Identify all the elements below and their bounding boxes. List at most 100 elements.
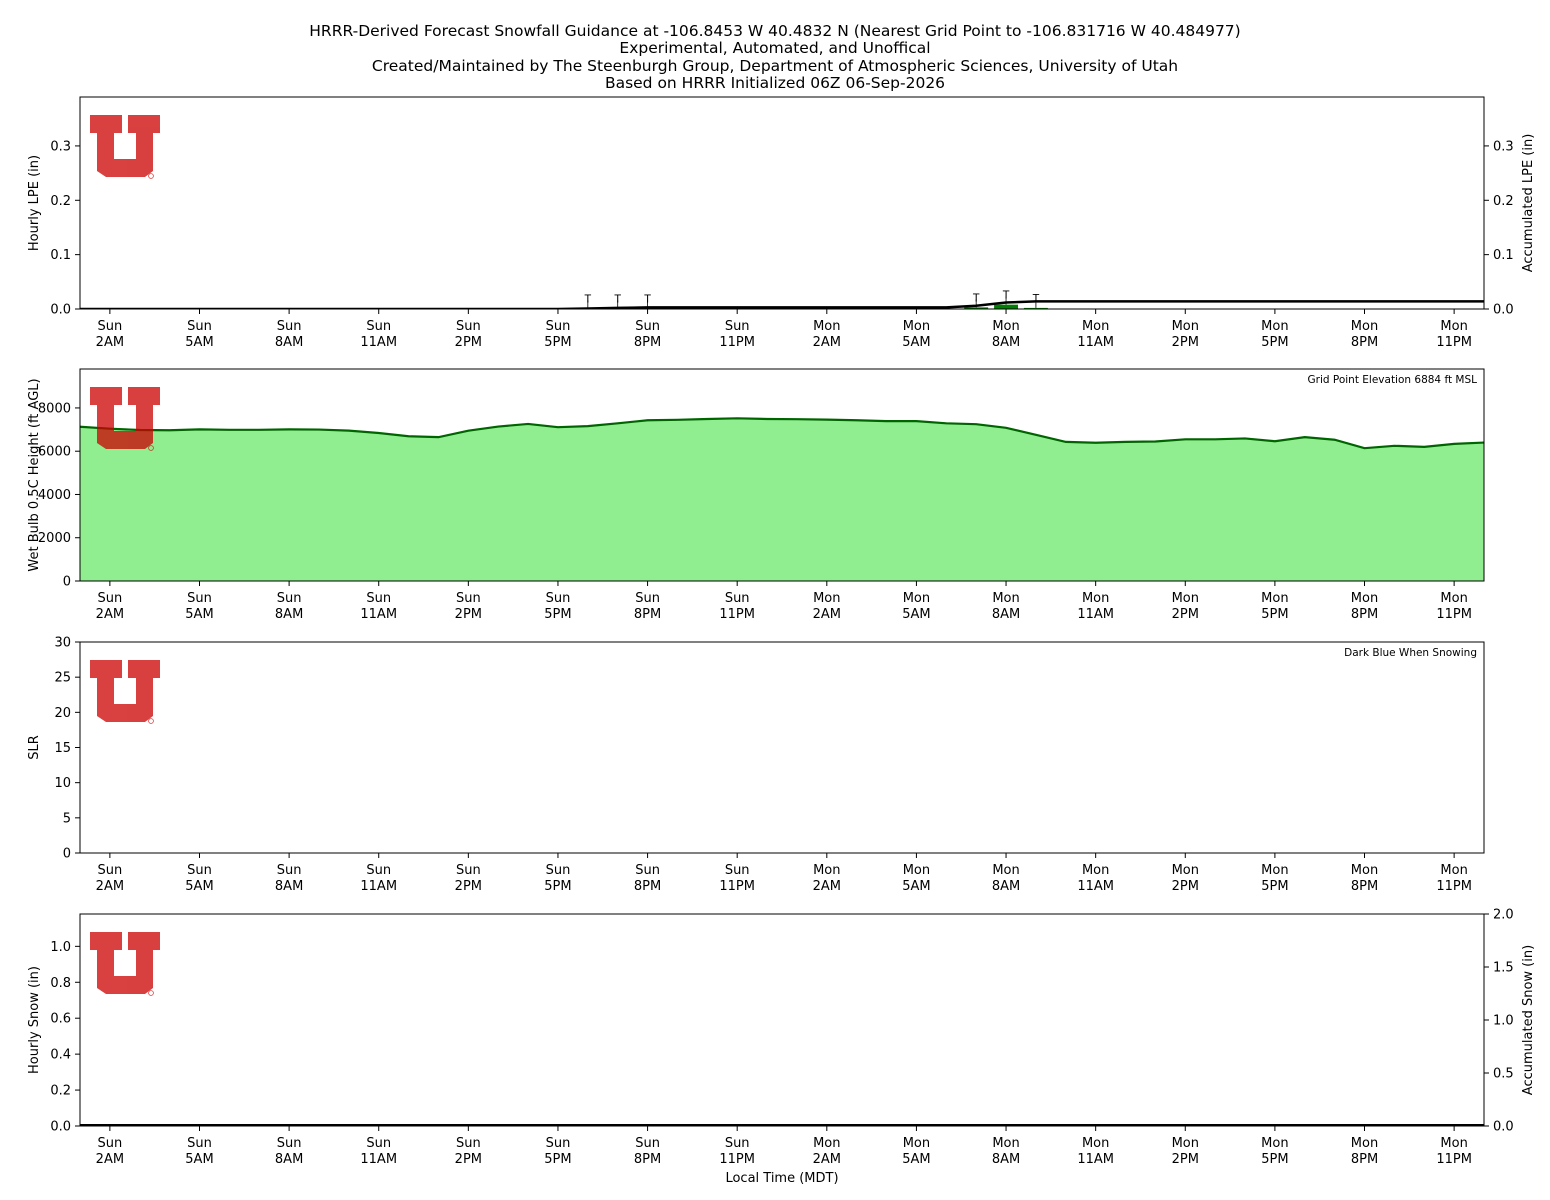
x-tick-time: 8AM: [992, 879, 1020, 894]
university-logo: [90, 115, 160, 179]
block-u-shape: [90, 932, 160, 994]
y-right-tick-label: 1.0: [1493, 1014, 1514, 1029]
registered-mark: [148, 173, 154, 179]
plot-area: [80, 417, 1484, 581]
x-tick-time: 5PM: [1261, 607, 1288, 622]
wetbulb-area: [80, 418, 1484, 581]
y-tick-label: 0.0: [50, 303, 71, 318]
x-tick-day: Mon: [813, 863, 840, 878]
x-tick-day: Mon: [1261, 591, 1288, 606]
y-tick-label: 4000: [38, 488, 71, 503]
y-right-tick-label: 1.5: [1493, 961, 1514, 976]
x-tick-time: 5PM: [1261, 335, 1288, 350]
x-tick-time: 5AM: [185, 607, 213, 622]
x-tick-time: 11PM: [1436, 1152, 1472, 1167]
y-right-axis-label: Accumulated LPE (in): [1521, 134, 1536, 273]
x-tick-day: Sun: [187, 863, 212, 878]
y-right-tick-label: 0.2: [1493, 194, 1514, 209]
y-tick-label: 8000: [38, 401, 71, 416]
x-tick-time: 2AM: [813, 335, 841, 350]
x-tick-day: Mon: [1082, 1136, 1109, 1151]
x-tick-day: Sun: [366, 319, 391, 334]
y-axis-label: SLR: [27, 735, 42, 760]
x-tick-day: Mon: [992, 863, 1019, 878]
y-tick-label: 0.2: [50, 194, 71, 209]
x-tick-time: 2AM: [813, 607, 841, 622]
x-tick-time: 8AM: [992, 1152, 1020, 1167]
x-tick-day: Mon: [1351, 591, 1378, 606]
x-tick-day: Mon: [1261, 863, 1288, 878]
x-tick-time: 8AM: [992, 607, 1020, 622]
y-tick-label: 0.4: [50, 1048, 71, 1063]
x-tick-day: Mon: [1440, 591, 1467, 606]
x-tick-time: 8PM: [1351, 335, 1378, 350]
y-right-tick-label: 0.3: [1493, 139, 1514, 154]
trace-label: T: [613, 293, 621, 305]
trace-label: T: [1032, 293, 1040, 305]
x-tick-day: Mon: [1261, 319, 1288, 334]
y-right-tick-label: 0.1: [1493, 248, 1514, 263]
x-tick-day: Mon: [1172, 319, 1199, 334]
x-tick-time: 2AM: [96, 1152, 124, 1167]
x-tick-day: Mon: [992, 319, 1019, 334]
x-tick-time: 5PM: [544, 335, 571, 350]
x-tick-time: 8PM: [634, 607, 661, 622]
x-tick-day: Sun: [98, 863, 123, 878]
x-tick-time: 2PM: [455, 1152, 482, 1167]
x-tick-time: 11PM: [1436, 335, 1472, 350]
x-tick-time: 11AM: [360, 1152, 397, 1167]
x-tick-time: 5AM: [185, 335, 213, 350]
x-tick-time: 2AM: [96, 879, 124, 894]
x-tick-time: 11AM: [360, 879, 397, 894]
x-tick-time: 2PM: [1172, 607, 1199, 622]
trace-label: T: [584, 293, 592, 305]
x-tick-day: Sun: [725, 591, 750, 606]
y-tick-label: 0.6: [50, 1012, 71, 1027]
x-tick-time: 5AM: [902, 335, 930, 350]
x-tick-day: Mon: [1172, 863, 1199, 878]
wetbulb-line: [80, 417, 1484, 450]
x-tick-time: 5AM: [185, 879, 213, 894]
title-line-3: Created/Maintained by The Steenburgh Gro…: [372, 57, 1178, 75]
x-tick-time: 11AM: [360, 607, 397, 622]
x-tick-time: 11AM: [1077, 879, 1114, 894]
x-tick-time: 5PM: [1261, 1152, 1288, 1167]
x-tick-time: 5AM: [902, 607, 930, 622]
y-right-tick-label: 2.0: [1493, 908, 1514, 923]
lpe-bar: [994, 304, 1018, 309]
panel-lpe: 0.0 0.1 0.2 0.3 Hourly LPE (in) 0.0 0.1 0.2 0.3 A…: [27, 96, 1536, 350]
x-tick-day: Sun: [456, 319, 481, 334]
panel-frame: [79, 641, 1485, 854]
panel-frame: [79, 913, 1485, 1127]
x-tick-day: Mon: [903, 591, 930, 606]
x-tick-time: 5PM: [1261, 879, 1288, 894]
x-tick-time: 2PM: [455, 607, 482, 622]
accumulated-lpe-line: [80, 300, 1484, 309]
x-tick-time: 11PM: [719, 1152, 755, 1167]
x-tick-time: 11AM: [1077, 607, 1114, 622]
x-tick-time: 8PM: [1351, 879, 1378, 894]
university-logo: [90, 932, 160, 996]
x-tick-day: Mon: [903, 319, 930, 334]
x-axis-label: Local Time (MDT): [725, 1171, 838, 1186]
block-u-shape: [90, 115, 160, 177]
x-tick-time: 11AM: [360, 335, 397, 350]
x-tick-day: Sun: [366, 1136, 391, 1151]
trace-label: T: [643, 293, 651, 305]
x-tick-day: Sun: [635, 1136, 660, 1151]
x-tick-day: Mon: [992, 1136, 1019, 1151]
y-tick-label: 2000: [38, 531, 71, 546]
x-tick-time: 2PM: [455, 879, 482, 894]
x-tick-time: 8AM: [275, 879, 303, 894]
x-tick-day: Sun: [725, 863, 750, 878]
x-tick-day: Mon: [1351, 319, 1378, 334]
panel-snow: 0.0 0.2 0.4 0.6 0.8 1.0 Hourly Snow (in) 0.0 0.5…: [27, 908, 1536, 1168]
x-tick-day: Mon: [1351, 863, 1378, 878]
y-right-axis-label: Accumulated Snow (in): [1521, 945, 1536, 1095]
x-tick-day: Sun: [456, 863, 481, 878]
x-tick-time: 5PM: [544, 1152, 571, 1167]
panel-annotation: Grid Point Elevation 6884 ft MSL: [1308, 374, 1478, 386]
x-tick-day: Sun: [366, 863, 391, 878]
x-tick-day: Mon: [1440, 319, 1467, 334]
